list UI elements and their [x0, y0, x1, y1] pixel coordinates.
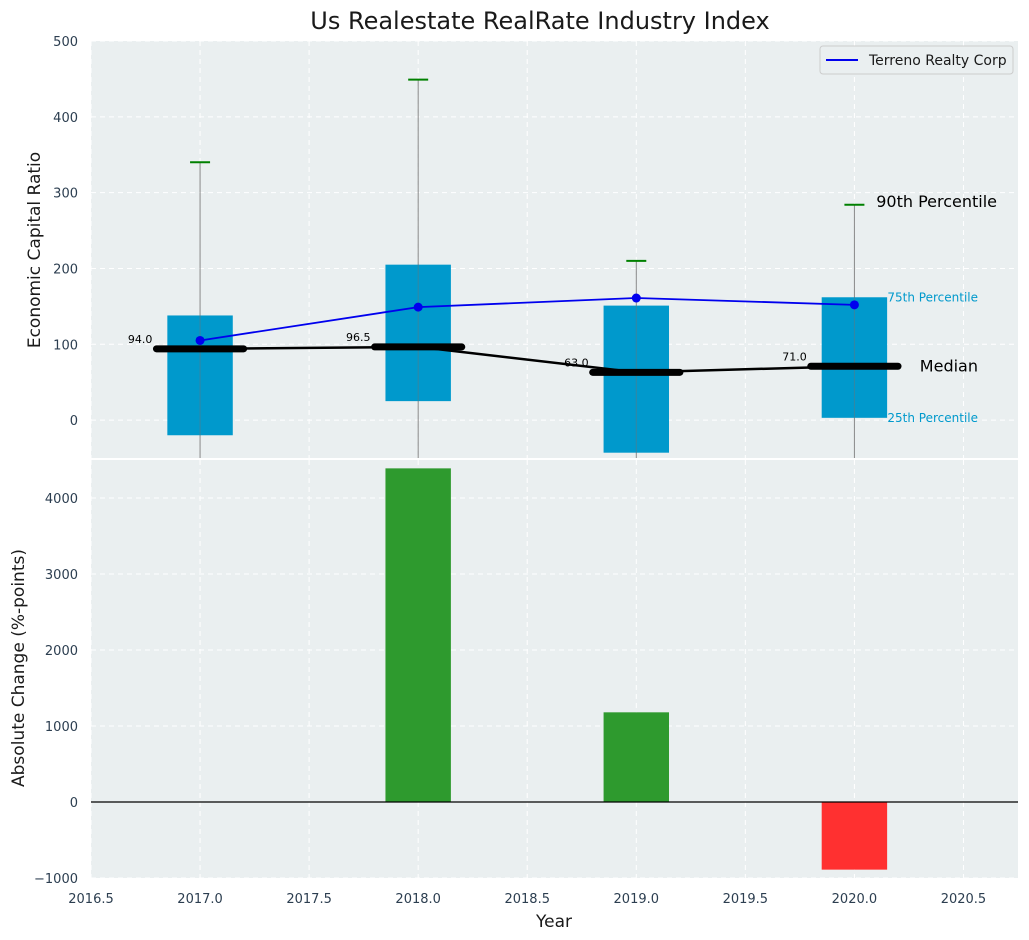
x-tick-label: 2020.0: [832, 892, 878, 907]
series-point: [195, 335, 205, 345]
series-point: [413, 302, 423, 312]
median-value-label: 63.0: [564, 356, 589, 369]
x-tick-label: 2017.5: [286, 892, 332, 907]
series-point: [849, 300, 859, 310]
x-tick-label: 2016.5: [68, 892, 114, 907]
series-point: [631, 293, 641, 303]
bottom-y-axis-title: Absolute Change (%-points): [9, 549, 29, 787]
top-y-tick-label: 400: [53, 111, 78, 126]
top-y-axis-title: Economic Capital Ratio: [25, 152, 45, 348]
x-tick-label: 2019.0: [614, 892, 660, 907]
top-y-tick-label: 200: [53, 262, 78, 277]
series-line: [199, 297, 855, 342]
annotation-p90: 90th Percentile: [876, 192, 997, 211]
top-marks: 94.0 96.5 63.0 71.0 90th Percentile 75th Perc…: [128, 78, 997, 458]
bottom-y-tick-label: 0: [70, 796, 78, 811]
bottom-marks: [91, 468, 1018, 870]
bottom-y-tick-label: 1000: [45, 720, 78, 735]
median-value-label: 94.0: [128, 333, 153, 346]
top-y-tick-label: 500: [53, 35, 78, 50]
x-tick-label: 2020.5: [941, 892, 987, 907]
bottom-y-tick-label: 3000: [45, 568, 78, 583]
median-line: [200, 345, 855, 374]
legend: Terreno Realty Corp: [819, 45, 1014, 75]
chart-title: Us Realestate RealRate Industry Index: [310, 7, 769, 35]
bottom-y-tick-label: 2000: [45, 644, 78, 659]
change-bar: [603, 712, 670, 802]
legend-label: Terreno Realty Corp: [868, 53, 1007, 69]
annotation-p75: 75th Percentile: [887, 290, 978, 304]
median-value-label: 71.0: [782, 350, 807, 363]
top-y-tick-labels: 0 100 200 300 400 500: [53, 35, 78, 429]
bottom-y-tick-labels: −1000 0 1000 2000 3000 4000: [34, 492, 78, 887]
x-tick-label: 2018.0: [395, 892, 441, 907]
x-tick-label: 2019.5: [723, 892, 769, 907]
top-y-tick-label: 100: [53, 338, 78, 353]
change-bar: [385, 468, 451, 802]
x-tick-label: 2017.0: [177, 892, 223, 907]
median-value-label: 96.5: [346, 331, 371, 344]
x-tick-label: 2018.5: [504, 892, 550, 907]
bottom-x-tick-labels: 2016.5 2017.0 2017.5 2018.0 2018.5 2019.0 2019…: [68, 892, 986, 907]
change-bar: [821, 802, 888, 870]
annotation-p25: 25th Percentile: [887, 411, 978, 425]
bottom-y-tick-label: 4000: [45, 492, 78, 507]
top-y-tick-label: 0: [70, 414, 78, 429]
bottom-x-axis-title: Year: [535, 912, 572, 932]
legend-box: [819, 45, 1014, 75]
bottom-y-tick-label: −1000: [34, 872, 78, 887]
annotation-median: Median: [920, 356, 978, 375]
top-y-tick-label: 300: [53, 187, 78, 202]
